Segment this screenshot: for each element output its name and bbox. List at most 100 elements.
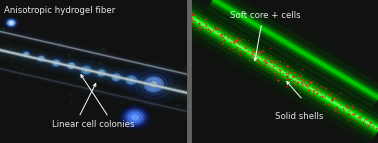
Circle shape — [27, 33, 31, 37]
Circle shape — [71, 65, 75, 67]
Circle shape — [150, 85, 152, 87]
Circle shape — [61, 58, 81, 73]
Circle shape — [83, 85, 87, 88]
Circle shape — [70, 101, 73, 103]
Circle shape — [35, 54, 47, 63]
Circle shape — [128, 97, 132, 100]
Circle shape — [126, 76, 136, 84]
Circle shape — [161, 69, 165, 72]
Circle shape — [171, 81, 174, 83]
Circle shape — [6, 65, 8, 66]
Circle shape — [40, 57, 42, 58]
Circle shape — [4, 70, 8, 73]
Circle shape — [113, 75, 119, 80]
Circle shape — [14, 66, 18, 70]
Circle shape — [19, 48, 34, 60]
Circle shape — [23, 52, 29, 57]
Circle shape — [141, 85, 145, 88]
Circle shape — [90, 60, 94, 63]
Circle shape — [3, 47, 6, 49]
Circle shape — [123, 63, 125, 65]
Circle shape — [37, 55, 46, 62]
Circle shape — [100, 72, 102, 74]
Circle shape — [95, 47, 100, 51]
Circle shape — [70, 65, 72, 67]
Circle shape — [55, 62, 57, 64]
Circle shape — [117, 69, 146, 91]
Circle shape — [164, 105, 166, 107]
Circle shape — [128, 99, 132, 102]
Circle shape — [125, 58, 127, 59]
Circle shape — [68, 63, 75, 69]
Circle shape — [178, 87, 180, 88]
Circle shape — [83, 68, 85, 70]
Circle shape — [99, 62, 102, 64]
Circle shape — [42, 66, 43, 67]
Text: Soft core + cells: Soft core + cells — [230, 11, 301, 20]
Circle shape — [68, 64, 74, 68]
Circle shape — [160, 103, 162, 106]
Circle shape — [168, 99, 171, 101]
Circle shape — [87, 83, 88, 84]
Circle shape — [71, 78, 75, 81]
Circle shape — [9, 21, 13, 24]
Circle shape — [98, 71, 104, 75]
Circle shape — [124, 74, 139, 86]
Circle shape — [120, 100, 124, 104]
Circle shape — [19, 75, 21, 77]
Circle shape — [118, 104, 152, 130]
Circle shape — [130, 79, 133, 81]
Circle shape — [37, 58, 39, 59]
Circle shape — [121, 72, 141, 88]
Circle shape — [104, 68, 128, 86]
Circle shape — [6, 19, 17, 27]
Circle shape — [21, 46, 23, 47]
Circle shape — [91, 64, 93, 65]
Circle shape — [77, 63, 96, 77]
Circle shape — [140, 74, 167, 95]
Circle shape — [96, 51, 100, 54]
Circle shape — [177, 85, 181, 88]
Circle shape — [73, 60, 99, 80]
Circle shape — [29, 57, 33, 60]
Circle shape — [132, 68, 134, 70]
Circle shape — [148, 95, 151, 98]
Circle shape — [138, 61, 140, 62]
Circle shape — [85, 69, 88, 71]
Circle shape — [68, 54, 70, 55]
Circle shape — [21, 50, 32, 59]
Circle shape — [132, 58, 135, 61]
Circle shape — [39, 39, 41, 40]
Circle shape — [11, 29, 12, 30]
Circle shape — [151, 82, 157, 87]
Circle shape — [2, 54, 5, 56]
Circle shape — [53, 61, 59, 65]
Circle shape — [91, 70, 93, 72]
Circle shape — [76, 63, 80, 66]
Circle shape — [79, 65, 93, 75]
Circle shape — [173, 75, 175, 77]
Circle shape — [135, 70, 172, 99]
Circle shape — [59, 42, 63, 45]
Circle shape — [22, 68, 25, 71]
Circle shape — [34, 41, 37, 42]
Circle shape — [156, 92, 160, 94]
Circle shape — [8, 53, 11, 55]
Circle shape — [81, 66, 91, 74]
Circle shape — [131, 98, 134, 100]
Circle shape — [62, 61, 65, 63]
Circle shape — [144, 77, 164, 92]
Circle shape — [40, 58, 42, 59]
Circle shape — [108, 56, 113, 59]
Circle shape — [126, 110, 144, 124]
Circle shape — [176, 104, 179, 106]
Circle shape — [160, 85, 162, 86]
Circle shape — [123, 108, 147, 126]
Circle shape — [69, 61, 71, 62]
Circle shape — [132, 115, 138, 120]
Circle shape — [89, 39, 93, 42]
Circle shape — [90, 49, 94, 52]
Circle shape — [46, 55, 67, 71]
Circle shape — [57, 46, 60, 48]
Circle shape — [110, 73, 122, 82]
